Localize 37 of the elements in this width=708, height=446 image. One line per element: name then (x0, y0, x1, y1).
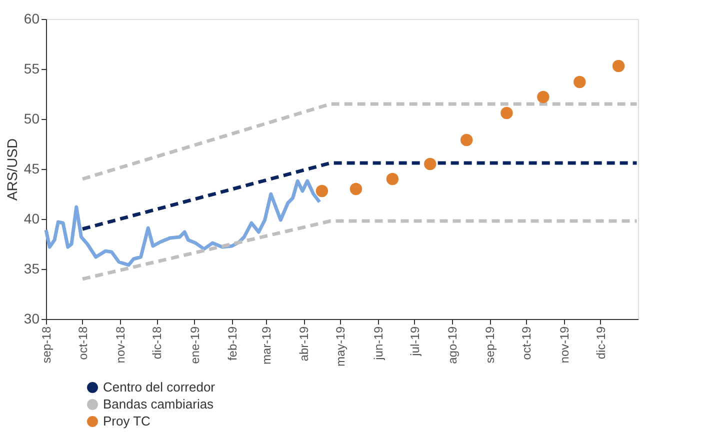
x-tick-label: nov-19 (557, 326, 572, 364)
x-tick-label: sep-19 (483, 326, 498, 364)
point (316, 184, 328, 198)
legend-label: Proy TC (103, 414, 150, 428)
x-tick-label: oct-18 (76, 326, 90, 360)
point (386, 172, 399, 186)
y-tick-label: 55 (24, 60, 40, 76)
point (612, 60, 625, 72)
x-tick-label: ene-19 (188, 326, 202, 364)
point (537, 90, 550, 104)
legend-label: Bandas cambiarias (103, 396, 214, 412)
y-tick-label: 30 (24, 310, 40, 326)
point (574, 76, 586, 88)
x-tick-label: oct-19 (520, 326, 534, 360)
y-tick-label: 35 (24, 260, 40, 276)
y-tick-label: 40 (24, 210, 40, 226)
x-tick-label: mar-19 (260, 326, 274, 365)
x-tick-label: dic-19 (594, 326, 608, 360)
x-tick-label: nov-18 (114, 326, 128, 364)
x-tick-label: jul-19 (408, 326, 422, 357)
y-tick-label: 50 (24, 110, 40, 126)
x-tick-label: may-19 (334, 326, 348, 367)
y-tick-label: 60 (24, 10, 40, 26)
x-tick-label: jun-19 (371, 326, 386, 361)
x-tick-label: abr-19 (297, 326, 312, 362)
y-axis-title: ARS/USD (4, 138, 20, 201)
x-tick-label: ago-19 (446, 326, 460, 364)
point (350, 182, 362, 196)
y-tick-label: 45 (24, 160, 40, 176)
point (460, 134, 473, 146)
point (424, 158, 436, 170)
legend-label: Centro del corredor (103, 380, 216, 394)
x-tick-label: feb-19 (225, 326, 240, 361)
line-series (44, 179, 322, 267)
x-tick-label: dic-18 (150, 326, 164, 360)
x-tick-label: sep-18 (40, 326, 54, 364)
point (500, 106, 513, 120)
